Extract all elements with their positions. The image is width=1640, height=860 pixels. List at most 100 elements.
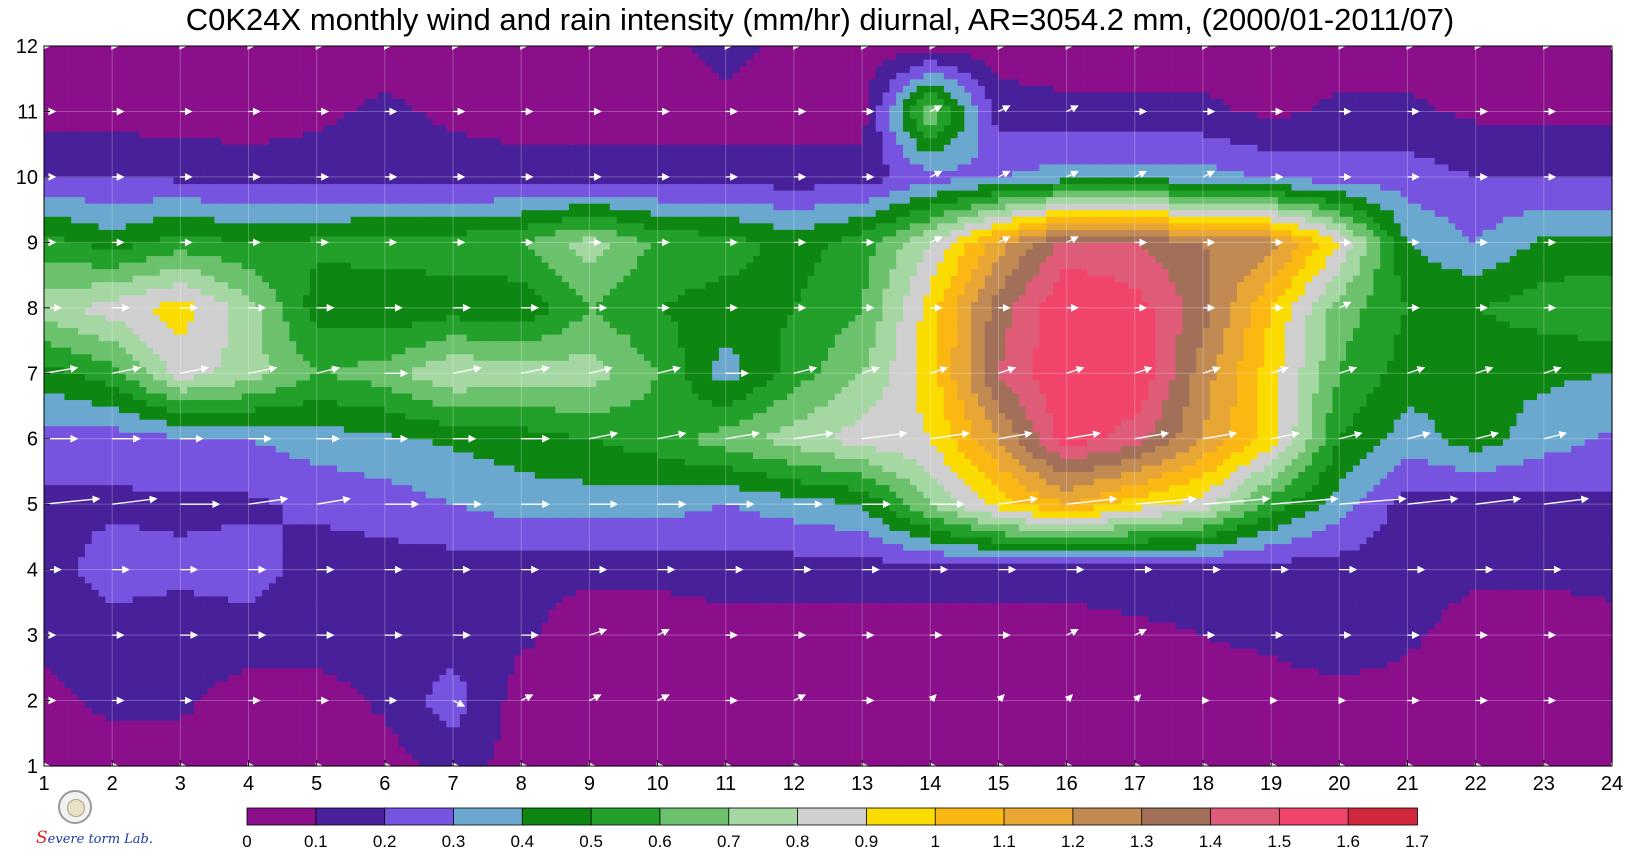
contour-cell xyxy=(105,739,113,747)
contour-cell xyxy=(200,478,209,486)
contour-cell xyxy=(330,320,338,329)
contour-cell xyxy=(228,46,236,54)
contour-cell xyxy=(180,628,188,636)
contour-cell xyxy=(91,491,100,499)
contour-cell xyxy=(343,674,352,682)
contour-cell xyxy=(84,713,93,721)
contour-cell xyxy=(330,536,338,545)
contour-cell xyxy=(105,582,113,590)
contour-cell xyxy=(255,65,263,73)
contour-cell xyxy=(153,366,161,374)
contour-cell xyxy=(296,504,304,512)
contour-cell xyxy=(296,268,304,276)
contour-cell xyxy=(44,576,52,584)
contour-cell xyxy=(146,471,154,479)
contour-cell xyxy=(330,85,338,93)
contour-cell xyxy=(139,687,147,695)
contour-cell xyxy=(193,491,202,499)
contour-cell xyxy=(125,648,134,656)
contour-cell xyxy=(91,137,100,145)
contour-cell xyxy=(132,707,141,715)
contour-cell xyxy=(125,144,134,152)
contour-cell xyxy=(125,91,134,99)
contour-cell xyxy=(166,608,175,617)
contour-cell xyxy=(64,726,72,734)
contour-cell xyxy=(98,52,106,60)
contour-cell xyxy=(146,432,154,440)
contour-cell xyxy=(262,340,270,348)
contour-cell xyxy=(200,144,209,152)
contour-cell xyxy=(153,680,161,689)
contour-cell xyxy=(316,170,325,178)
contour-cell xyxy=(200,517,209,525)
contour-cell xyxy=(159,340,168,348)
contour-cell xyxy=(330,307,338,315)
contour-cell xyxy=(303,680,311,689)
contour-cell xyxy=(214,700,222,708)
contour-cell xyxy=(91,517,100,525)
contour-cell xyxy=(112,563,120,571)
contour-cell xyxy=(268,327,277,335)
contour-cell xyxy=(132,360,141,368)
contour-cell xyxy=(296,582,304,590)
contour-cell xyxy=(316,307,325,315)
contour-cell xyxy=(330,667,338,675)
contour-cell xyxy=(323,379,331,387)
contour-cell xyxy=(337,229,345,237)
contour-cell xyxy=(268,373,277,381)
contour-cell xyxy=(323,111,331,119)
contour-cell xyxy=(309,478,318,486)
contour-cell xyxy=(98,288,106,296)
contour-cell xyxy=(193,78,202,86)
contour-cell xyxy=(98,694,106,702)
contour-cell xyxy=(262,222,270,230)
contour-cell xyxy=(166,641,175,649)
contour-cell xyxy=(187,667,195,675)
contour-cell xyxy=(309,622,318,630)
contour-cell xyxy=(64,46,72,54)
contour-cell xyxy=(268,314,277,322)
contour-cell xyxy=(125,85,134,93)
contour-cell xyxy=(262,569,270,577)
contour-cell xyxy=(71,373,79,381)
contour-cell xyxy=(187,144,195,152)
contour-cell xyxy=(234,667,243,675)
contour-cell xyxy=(255,720,263,728)
contour-cell xyxy=(71,523,79,531)
contour-cell xyxy=(78,406,86,414)
contour-cell xyxy=(262,752,270,761)
contour-cell xyxy=(221,608,229,617)
contour-cell xyxy=(241,209,250,217)
contour-cell xyxy=(132,248,141,257)
contour-cell xyxy=(105,65,113,73)
contour-cell xyxy=(234,248,243,257)
contour-cell xyxy=(125,569,134,577)
contour-cell xyxy=(350,543,359,551)
contour-cell xyxy=(187,641,195,649)
contour-cell xyxy=(159,556,168,564)
contour-cell xyxy=(214,52,222,60)
contour-cell xyxy=(44,517,52,525)
contour-cell xyxy=(282,314,291,322)
contour-cell xyxy=(118,674,127,682)
contour-cell xyxy=(71,425,79,433)
contour-cell xyxy=(337,314,345,322)
contour-cell xyxy=(343,464,352,473)
contour-cell xyxy=(146,707,154,715)
contour-cell xyxy=(64,589,72,597)
contour-cell xyxy=(275,478,284,486)
contour-cell xyxy=(112,406,120,414)
contour-cell xyxy=(98,144,106,152)
contour-cell xyxy=(337,294,345,302)
contour-cell xyxy=(132,628,141,636)
contour-cell xyxy=(98,104,106,113)
contour-cell xyxy=(316,445,325,453)
contour-cell xyxy=(330,255,338,263)
contour-cell xyxy=(343,373,352,381)
contour-cell xyxy=(118,124,127,132)
contour-cell xyxy=(268,157,277,165)
contour-cell xyxy=(248,353,256,361)
contour-cell xyxy=(296,602,304,610)
contour-cell xyxy=(159,680,168,689)
contour-cell xyxy=(343,569,352,577)
